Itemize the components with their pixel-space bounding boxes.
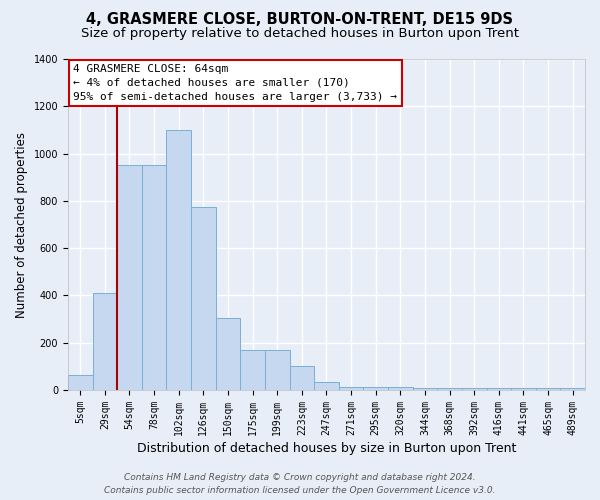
Text: Contains HM Land Registry data © Crown copyright and database right 2024.
Contai: Contains HM Land Registry data © Crown c…: [104, 474, 496, 495]
Bar: [487, 388, 511, 390]
Text: Size of property relative to detached houses in Burton upon Trent: Size of property relative to detached ho…: [81, 28, 519, 40]
Bar: [388, 386, 413, 390]
Bar: [437, 388, 462, 390]
Bar: [339, 386, 364, 390]
Bar: [240, 350, 265, 390]
Bar: [560, 388, 585, 390]
Bar: [166, 130, 191, 390]
X-axis label: Distribution of detached houses by size in Burton upon Trent: Distribution of detached houses by size …: [137, 442, 516, 455]
Bar: [511, 388, 536, 390]
Bar: [413, 388, 437, 390]
Bar: [68, 374, 92, 390]
Bar: [265, 350, 290, 390]
Bar: [142, 166, 166, 390]
Bar: [462, 388, 487, 390]
Bar: [215, 318, 240, 390]
Bar: [290, 366, 314, 390]
Bar: [117, 166, 142, 390]
Y-axis label: Number of detached properties: Number of detached properties: [15, 132, 28, 318]
Bar: [92, 293, 117, 390]
Bar: [314, 382, 339, 390]
Text: 4, GRASMERE CLOSE, BURTON-ON-TRENT, DE15 9DS: 4, GRASMERE CLOSE, BURTON-ON-TRENT, DE15…: [86, 12, 514, 28]
Text: 4 GRASMERE CLOSE: 64sqm
← 4% of detached houses are smaller (170)
95% of semi-de: 4 GRASMERE CLOSE: 64sqm ← 4% of detached…: [73, 64, 397, 102]
Bar: [191, 207, 215, 390]
Bar: [364, 386, 388, 390]
Bar: [536, 388, 560, 390]
